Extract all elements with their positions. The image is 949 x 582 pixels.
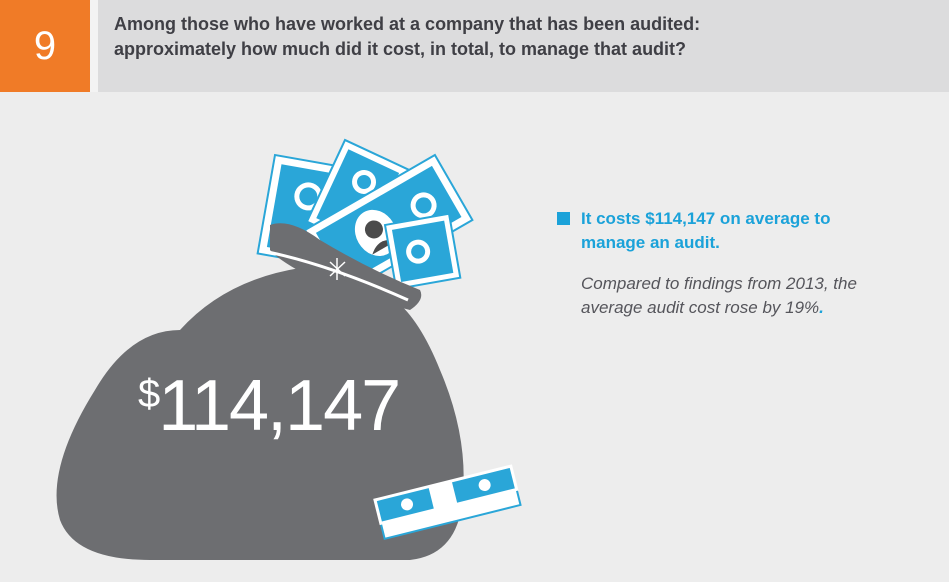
key-finding-text: It costs $114,147 on average to manage a… <box>581 207 927 255</box>
comparison-text: Compared to findings from 2013, the aver… <box>581 272 857 320</box>
key-finding-line-2: manage an audit. <box>581 233 720 252</box>
key-finding: It costs $114,147 on average to manage a… <box>557 207 927 255</box>
bullet-square-icon <box>557 212 570 225</box>
question-number: 9 <box>0 0 90 92</box>
dollar-bills-icon <box>256 138 474 297</box>
bag-amount: $114,147 <box>138 370 401 442</box>
question-text: Among those who have worked at a company… <box>98 0 949 92</box>
key-finding-line-1: It costs $114,147 on average to <box>581 209 831 228</box>
amount-value: 114,147 <box>158 366 401 446</box>
comparison-line-2: average audit cost rose by 19% <box>581 298 820 317</box>
comparison-line-1: Compared to findings from 2013, the <box>581 274 857 293</box>
comparison-period: . <box>819 298 824 317</box>
currency-symbol: $ <box>138 372 160 416</box>
money-stack-icon <box>373 464 522 541</box>
question-line-1: Among those who have worked at a company… <box>114 14 701 34</box>
money-bag-illustration: $114,147 <box>0 92 560 582</box>
comparison-line-2-wrap: average audit cost rose by 19%. <box>581 296 857 320</box>
question-line-2: approximately how much did it cost, in t… <box>114 39 687 59</box>
money-bag-icon <box>56 138 522 560</box>
